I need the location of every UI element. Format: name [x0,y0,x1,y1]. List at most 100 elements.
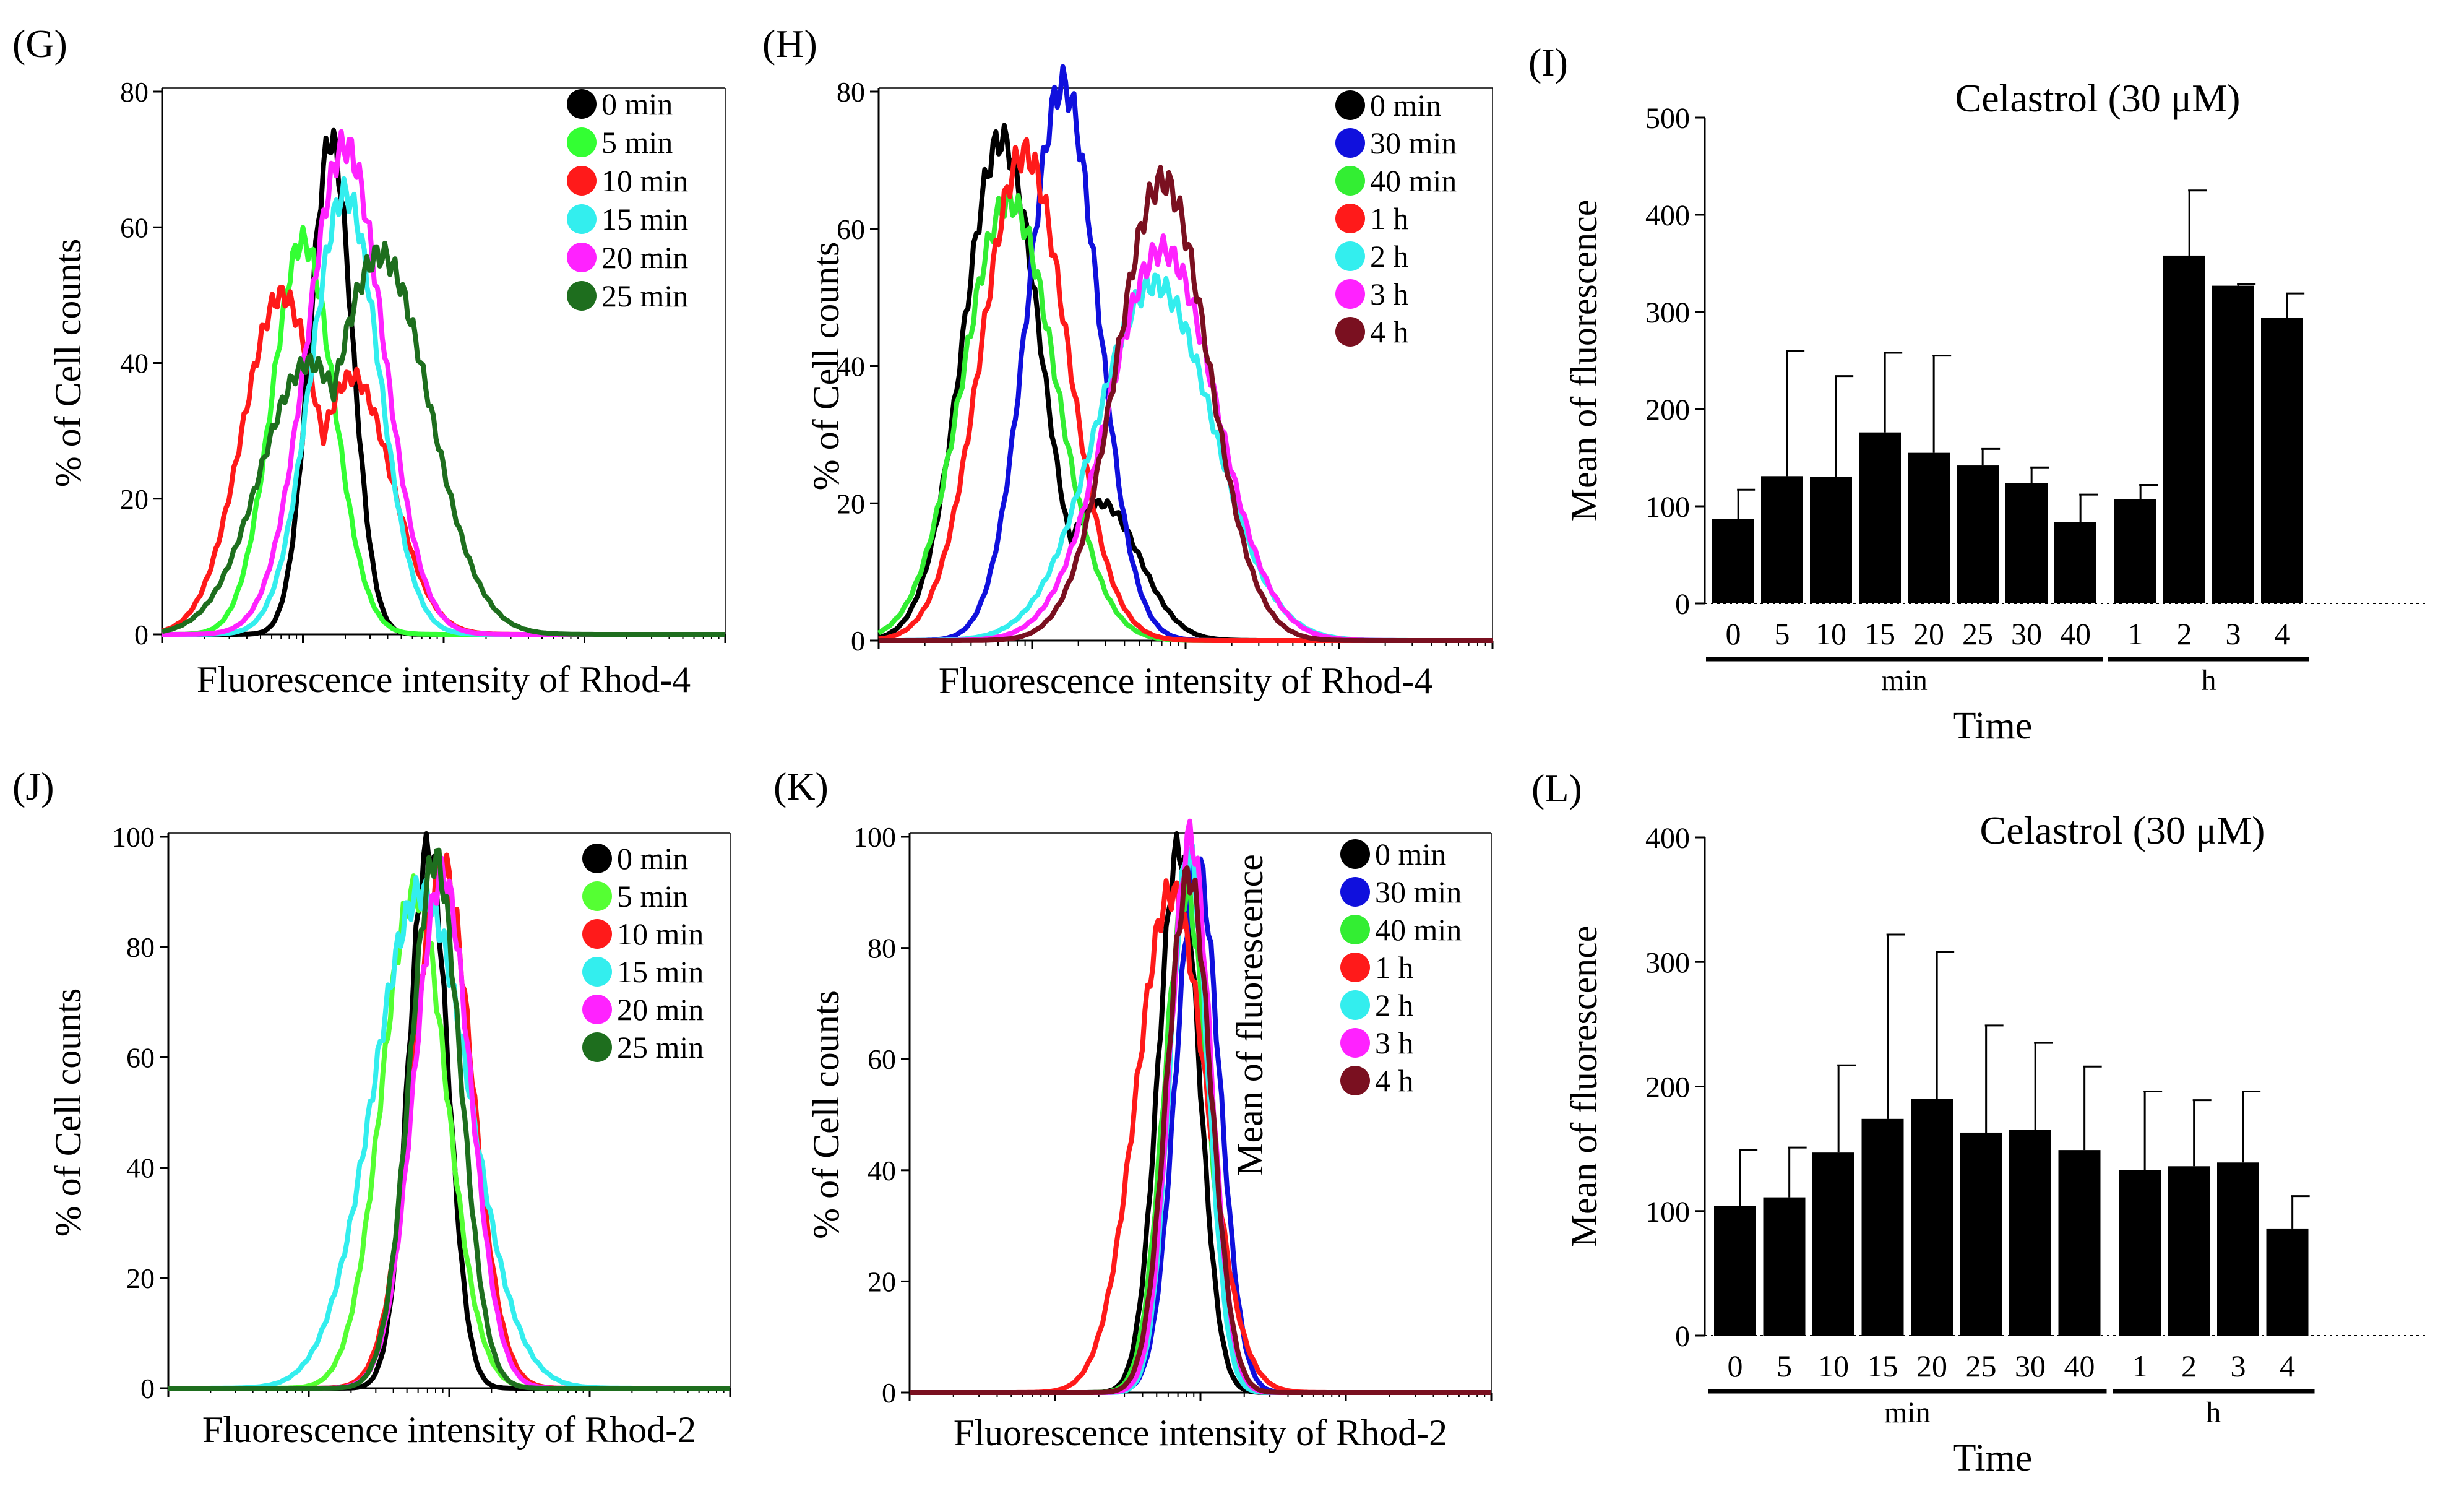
x-tick-label-I-0: 0 [1726,616,1741,651]
legend-label-G-5: 25 min [601,279,688,313]
bar-I-8 [2114,499,2156,603]
legend-marker-H-1 [1335,128,1365,158]
y-tick-label-H-0: 0 [851,625,865,657]
bar-L-5 [1960,1132,2002,1336]
bar-I-4 [1908,452,1950,603]
y-axis-label-L: Mean of fluorescence [1564,926,1605,1248]
legend-label-G-1: 5 min [601,125,673,160]
legend-marker-G-2 [567,166,597,196]
x-axis-label-G: Fluorescence intensity of Rhod-4 [197,659,691,700]
series-line-G-5 [162,240,725,637]
bar-I-5 [1957,465,1999,603]
legend-marker-J-1 [582,881,612,911]
chart-title-I: Celastrol (30 μM) [1955,76,2241,120]
y-tick-label-H-20: 20 [837,488,865,519]
x-tick-label-I-6: 30 [2011,616,2042,651]
x-tick-label-L-9: 2 [2181,1349,2197,1383]
legend-marker-G-4 [567,243,597,272]
legend-label-J-1: 5 min [617,879,688,914]
bar-L-4 [1911,1099,1953,1336]
series-line-J-5 [168,847,730,1391]
legend-label-G-4: 20 min [601,240,688,275]
bar-L-10 [2217,1162,2259,1336]
panel-label-K: (K) [773,764,829,808]
legend-marker-J-3 [582,957,612,987]
panel-label-L: (L) [1531,766,1582,810]
legend-label-J-5: 25 min [617,1030,704,1065]
x-tick-label-L-10: 3 [2231,1349,2246,1383]
legend-label-H-6: 4 h [1370,314,1409,349]
y-tick-label-K-0: 0 [882,1377,896,1409]
y-tick-label-L-400: 400 [1645,822,1690,855]
legend-marker-H-0 [1335,90,1365,120]
legend-label-H-5: 3 h [1370,277,1409,311]
legend-marker-K-3 [1340,953,1370,982]
y-tick-label-H-80: 80 [837,76,865,108]
legend-marker-H-2 [1335,166,1365,196]
y-axis-label-J: % of Cell counts [48,988,88,1237]
legend-marker-H-4 [1335,241,1365,271]
x-tick-label-L-1: 5 [1777,1349,1792,1383]
legend-label-H-4: 2 h [1370,239,1409,274]
y-tick-label-I-100: 100 [1645,491,1690,524]
x-tick-label-L-0: 0 [1728,1349,1743,1383]
y-axis-label-I: Mean of fluorescence [1564,200,1605,522]
legend-marker-J-2 [582,919,612,949]
group-label-I-1: h [2202,664,2216,697]
legend-label-H-1: 30 min [1370,126,1457,160]
legend-marker-G-1 [567,127,597,157]
legend-marker-J-4 [582,995,612,1024]
legend-label-K-3: 1 h [1375,950,1414,985]
x-tick-label-I-8: 1 [2128,616,2143,651]
x-tick-label-L-6: 30 [2015,1349,2046,1383]
y-tick-label-L-100: 100 [1645,1196,1690,1229]
legend-label-G-2: 10 min [601,163,688,198]
y-tick-label-G-0: 0 [134,619,149,650]
legend-label-J-0: 0 min [617,841,688,876]
y-tick-label-J-20: 20 [126,1263,155,1294]
group-label-I-0: min [1881,664,1928,697]
bar-L-1 [1763,1197,1806,1336]
x-axis-label-J: Fluorescence intensity of Rhod-2 [202,1409,696,1450]
bar-I-1 [1761,476,1803,603]
bar-I-3 [1859,432,1901,603]
y-tick-label-H-60: 60 [837,214,865,245]
y-tick-label-K-20: 20 [868,1266,896,1297]
group-label-L-1: h [2206,1396,2221,1429]
legend-label-H-2: 40 min [1370,163,1457,198]
bar-I-7 [2054,522,2096,603]
y-tick-label-L-200: 200 [1645,1071,1690,1104]
y-tick-label-J-60: 60 [126,1042,155,1073]
y-tick-label-G-20: 20 [120,483,149,515]
x-tick-label-L-4: 20 [1916,1349,1947,1383]
panel-label-J: (J) [12,764,54,808]
bar-L-3 [1861,1118,1904,1336]
x-tick-label-I-2: 10 [1816,616,1846,651]
legend-label-K-0: 0 min [1375,837,1446,871]
y-tick-label-J-0: 0 [140,1373,155,1404]
bar-L-8 [2119,1170,2161,1336]
bar-L-2 [1812,1152,1854,1336]
bar-I-2 [1810,477,1852,603]
legend-label-K-2: 40 min [1375,912,1462,947]
y-tick-label-I-500: 500 [1645,102,1690,135]
bar-L-6 [2009,1130,2051,1336]
legend-marker-J-5 [582,1032,612,1062]
legend-label-K-4: 2 h [1375,988,1414,1022]
x-axis-label-H: Fluorescence intensity of Rhod-4 [939,660,1432,701]
panel-label-I: (I) [1528,40,1568,84]
y-tick-label-G-40: 40 [120,348,149,379]
legend-label-K-5: 3 h [1375,1026,1414,1060]
y-axis-label-K: % of Cell counts [806,990,846,1239]
x-tick-label-L-7: 40 [2064,1349,2095,1383]
legend-marker-G-3 [567,204,597,234]
legend-label-J-2: 10 min [617,917,704,951]
bar-I-0 [1712,519,1754,603]
bar-L-7 [2058,1150,2101,1336]
x-tick-label-I-4: 20 [1913,616,1944,651]
x-tick-label-I-5: 25 [1962,616,1993,651]
legend-label-H-3: 1 h [1370,201,1409,236]
